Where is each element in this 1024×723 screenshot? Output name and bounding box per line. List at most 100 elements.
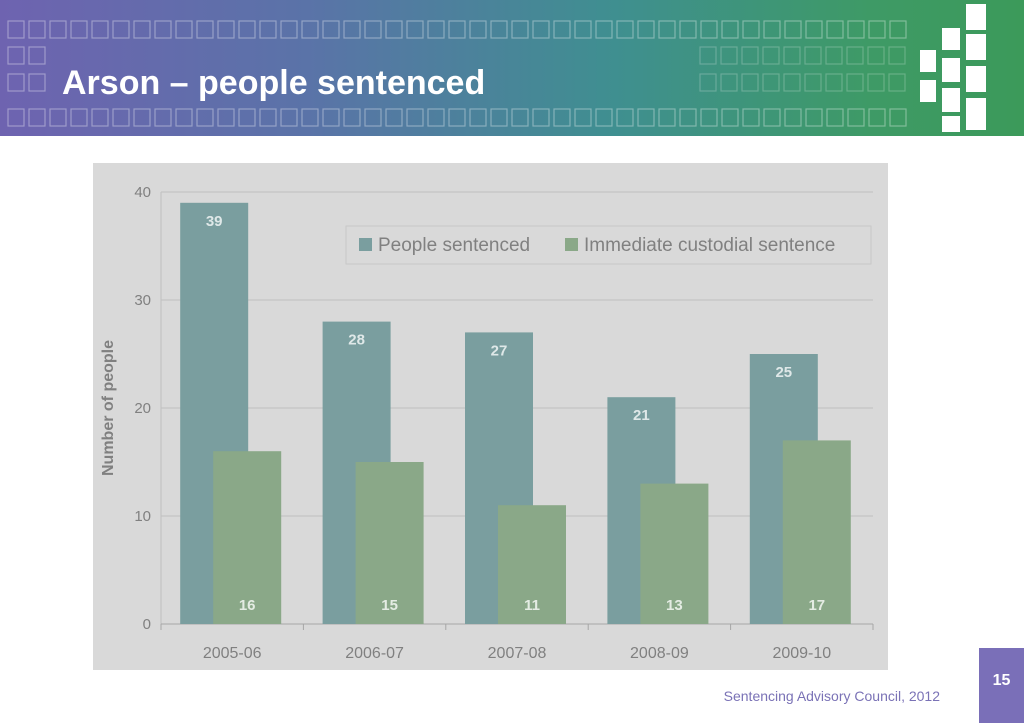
banner-pattern-square	[804, 73, 822, 92]
banner-pattern-square	[448, 108, 466, 127]
banner-pattern-square	[742, 20, 760, 39]
banner-pattern-square	[511, 20, 529, 39]
banner-pattern-square	[616, 108, 634, 127]
banner-pattern-square	[154, 20, 172, 39]
banner-pattern-square	[238, 108, 256, 127]
banner-pattern-square	[70, 108, 88, 127]
bar-immediate-custodial	[782, 440, 851, 624]
title-banner: Arson – people sentenced	[0, 0, 1024, 136]
banner-pattern-square	[154, 108, 172, 127]
banner-pattern-square	[133, 20, 151, 39]
banner-pattern-square	[406, 108, 424, 127]
banner-pattern-square	[511, 108, 529, 127]
banner-pattern-square	[595, 20, 613, 39]
bar-immediate-custodial	[498, 505, 566, 624]
y-tick-label: 10	[134, 508, 151, 525]
banner-pattern-square	[217, 20, 235, 39]
bar-immediate-custodial	[355, 462, 424, 624]
banner-pattern-square	[846, 46, 864, 65]
banner-pattern-square	[490, 108, 508, 127]
banner-pattern-square	[364, 108, 382, 127]
banner-pattern-square	[196, 20, 214, 39]
banner-pattern-square	[867, 46, 885, 65]
data-label-immediate-custodial: 11	[524, 597, 540, 614]
data-label-people-sentenced: 39	[206, 213, 223, 230]
banner-pattern-square	[763, 108, 781, 127]
legend-box	[345, 225, 872, 265]
banner-pattern-square	[721, 108, 739, 127]
banner-pattern-square	[343, 20, 361, 39]
banner-pattern-square	[280, 108, 298, 127]
data-label-immediate-custodial: 17	[808, 597, 825, 614]
banner-pattern-square	[553, 108, 571, 127]
banner-pattern-square	[889, 20, 907, 39]
data-label-people-sentenced: 27	[491, 342, 508, 359]
banner-pattern-square	[28, 108, 46, 127]
banner-pattern-square	[720, 46, 738, 65]
banner-white-block	[966, 66, 986, 92]
banner-pattern-square	[259, 108, 277, 127]
bar-chart: 0 10 20 30 40 39 16 2005-06 28 15 2006-07 27 11 2007-…	[100, 184, 874, 662]
banner-pattern-square	[469, 20, 487, 39]
banner-pattern-square	[699, 73, 717, 92]
banner-pattern-square	[826, 108, 844, 127]
banner-pattern-square	[322, 108, 340, 127]
legend-swatch-immediate-custodial	[565, 238, 578, 251]
banner-pattern-square	[805, 20, 823, 39]
data-label-immediate-custodial: 13	[666, 597, 683, 614]
banner-pattern-square	[112, 108, 130, 127]
banner-pattern-square	[28, 20, 46, 39]
banner-pattern-square	[7, 46, 25, 65]
banner-pattern-square	[49, 20, 67, 39]
banner-pattern-square	[741, 46, 759, 65]
banner-pattern-square	[196, 108, 214, 127]
banner-pattern-square	[616, 20, 634, 39]
banner-pattern-square	[490, 20, 508, 39]
banner-pattern-square	[49, 108, 67, 127]
banner-pattern-square	[762, 46, 780, 65]
page-number: 15	[992, 672, 1011, 689]
banner-pattern-square	[406, 20, 424, 39]
banner-pattern-square	[259, 20, 277, 39]
y-tick-label: 20	[134, 400, 151, 417]
banner-pattern-square	[7, 73, 25, 92]
banner-white-block	[920, 80, 936, 102]
banner-pattern-square	[805, 108, 823, 127]
banner-pattern-square	[448, 20, 466, 39]
banner-pattern-square	[700, 108, 718, 127]
banner-pattern-square	[784, 20, 802, 39]
banner-pattern-square	[679, 20, 697, 39]
data-label-immediate-custodial: 16	[239, 597, 256, 614]
banner-pattern-square	[217, 108, 235, 127]
banner-pattern-square	[825, 46, 843, 65]
x-tick-label: 2006-07	[345, 645, 404, 662]
banner-pattern-square	[7, 20, 25, 39]
banner-pattern-square	[679, 108, 697, 127]
data-label-people-sentenced: 25	[775, 364, 792, 381]
banner-white-block	[942, 28, 960, 50]
chart-panel: 0 10 20 30 40 39 16 2005-06 28 15 2006-07 27 11 2007-…	[93, 163, 888, 670]
banner-pattern-square	[301, 20, 319, 39]
banner-pattern-square	[28, 73, 46, 92]
banner-pattern-square	[889, 108, 907, 127]
banner-pattern-square	[427, 108, 445, 127]
banner-pattern-square	[868, 20, 886, 39]
banner-pattern-square	[784, 108, 802, 127]
slide-title: Arson – people sentenced	[62, 64, 486, 102]
banner-white-block	[966, 34, 986, 60]
banner-pattern-square	[763, 20, 781, 39]
banner-white-block	[942, 88, 960, 112]
banner-pattern-square	[7, 108, 25, 127]
y-tick-label: 30	[134, 292, 151, 309]
banner-pattern-square	[385, 108, 403, 127]
banner-pattern-square	[385, 20, 403, 39]
banner-white-block	[942, 58, 960, 82]
banner-pattern-square	[280, 20, 298, 39]
banner-pattern-square	[343, 108, 361, 127]
bar-immediate-custodial	[640, 483, 709, 624]
banner-pattern-square	[700, 20, 718, 39]
banner-pattern-square	[175, 108, 193, 127]
banner-pattern-square	[658, 20, 676, 39]
page-number-badge: 15	[979, 648, 1024, 723]
banner-pattern-square	[91, 20, 109, 39]
